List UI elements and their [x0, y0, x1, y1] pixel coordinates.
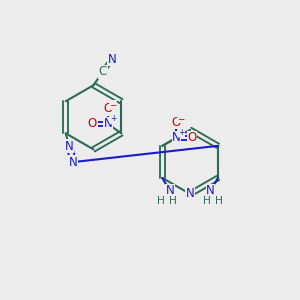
- Text: N: N: [206, 184, 215, 197]
- Text: +: +: [110, 114, 116, 123]
- Text: H: H: [169, 196, 177, 206]
- Text: N: N: [65, 140, 74, 153]
- Text: O: O: [172, 116, 181, 129]
- Text: N: N: [107, 53, 116, 66]
- Text: N: N: [69, 156, 78, 169]
- Text: H: H: [215, 196, 223, 206]
- Text: O: O: [88, 118, 97, 130]
- Text: −: −: [178, 114, 185, 123]
- Text: N: N: [172, 131, 181, 144]
- Text: O: O: [187, 131, 196, 144]
- Text: O: O: [103, 102, 112, 115]
- Text: C: C: [99, 65, 107, 78]
- Text: +: +: [178, 128, 185, 137]
- Text: N: N: [165, 184, 174, 197]
- Text: N: N: [103, 118, 112, 130]
- Text: N: N: [186, 188, 194, 200]
- Text: H: H: [203, 196, 211, 206]
- Text: −: −: [109, 100, 116, 109]
- Text: H: H: [158, 196, 165, 206]
